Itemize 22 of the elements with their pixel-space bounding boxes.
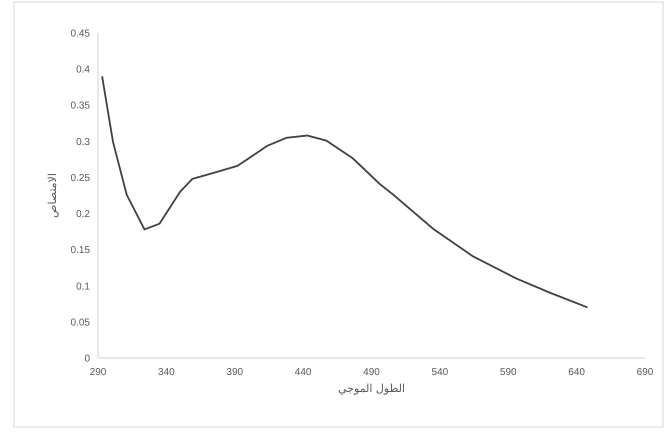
x-tick-label: 290: [90, 367, 107, 378]
x-tick-label: 640: [568, 367, 586, 378]
x-tick-label: 590: [500, 367, 518, 378]
x-tick-label: 540: [432, 367, 449, 378]
y-tick-label: 0.1: [76, 281, 90, 292]
x-tick-label: 490: [363, 367, 380, 378]
y-tick-label: 0.05: [70, 317, 90, 328]
y-tick-label: 0.4: [76, 64, 90, 76]
x-tick-label: 440: [294, 367, 312, 378]
x-tick-label: 690: [636, 367, 654, 378]
x-tick-label: 340: [158, 367, 176, 378]
y-tick-label: 0.35: [70, 100, 90, 112]
y-tick-label: 0.15: [70, 245, 90, 256]
x-axis-title: الطول الموجي: [338, 382, 406, 395]
y-tick-label: 0.45: [70, 28, 90, 40]
y-axis-title: الامتصاص: [46, 173, 59, 218]
y-tick-label: 0.2: [76, 209, 90, 220]
y-tick-label: 0: [84, 354, 90, 364]
y-tick-label: 0.25: [70, 172, 90, 184]
line-series: [101, 75, 588, 308]
x-tick-label: 390: [226, 367, 244, 378]
y-tick-label: 0.3: [76, 136, 90, 148]
